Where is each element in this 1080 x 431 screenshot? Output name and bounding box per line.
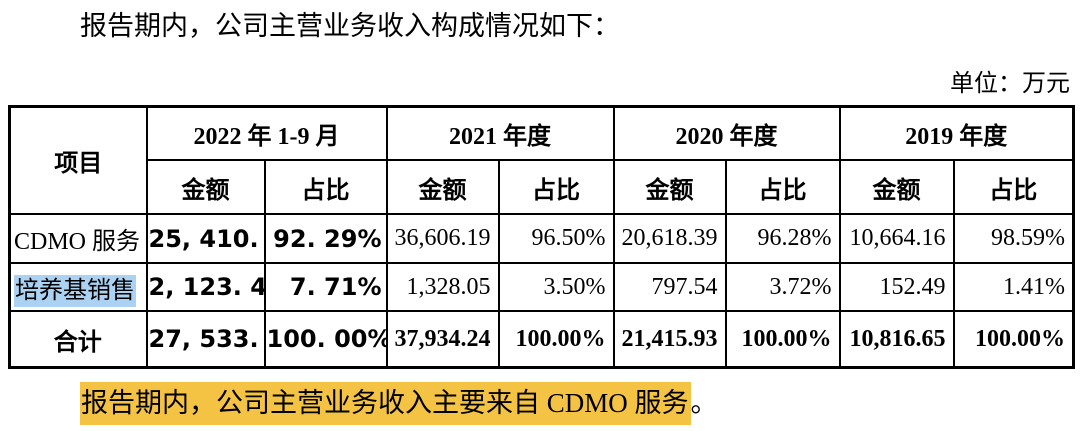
amount-cell: 27, 533. 48	[145, 310, 266, 369]
row-label: 培养基销售	[8, 262, 148, 312]
ratio-cell: 100.00%	[497, 310, 615, 369]
ratio-cell: 96.50%	[497, 213, 615, 264]
table-header-row-periods: 项目 2022 年 1-9 月 2021 年度 2020 年度 2019 年度	[8, 105, 1075, 215]
ratio-cell: 3.50%	[497, 262, 615, 312]
subheader-amount-2022: 金额	[145, 159, 266, 215]
header-period-2020: 2020 年度	[612, 105, 841, 161]
amount-cell: 10,816.65	[838, 310, 955, 369]
table-header-row-measures: 金额 占比 金额 占比 金额 占比 金额 占比	[10, 159, 1075, 215]
amount-cell: 37,934.24	[385, 310, 500, 369]
ratio-cell: 1.41%	[952, 262, 1075, 312]
row-label: 合计	[8, 310, 148, 369]
revenue-composition-table: 项目 2022 年 1-9 月 2021 年度 2020 年度 2019 年度 …	[8, 105, 1075, 369]
subheader-ratio-2022: 占比	[263, 159, 388, 215]
unit-label: 单位：万元	[950, 71, 1070, 97]
yellow-highlighted-text: 报告期内，公司主营业务收入主要来自 CDMO 服务	[80, 382, 691, 425]
ratio-cell: 7. 71%	[263, 262, 388, 312]
table-row-total: 合计 27, 533. 48 100. 00% 37,934.24 100.00…	[8, 310, 1075, 369]
table-row-media-sales: 培养基销售 2, 123. 44 7. 71% 1,328.05 3.50% 7…	[8, 262, 1075, 312]
ratio-cell: 100.00%	[724, 310, 841, 369]
ratio-cell: 92. 29%	[263, 213, 388, 264]
ratio-cell: 96.28%	[724, 213, 841, 264]
amount-cell: 10,664.16	[838, 213, 955, 264]
header-period-2019: 2019 年度	[838, 105, 1075, 161]
header-item-column: 项目	[8, 105, 148, 215]
row-label: CDMO 服务	[8, 213, 148, 264]
amount-cell: 21,415.93	[612, 310, 727, 369]
header-period-2021: 2021 年度	[385, 105, 615, 161]
amount-cell: 25, 410. 04	[145, 213, 266, 264]
amount-cell: 1,328.05	[385, 262, 500, 312]
header-period-2022: 2022 年 1-9 月	[145, 105, 388, 161]
ratio-cell: 3.72%	[724, 262, 841, 312]
amount-cell: 797.54	[612, 262, 727, 312]
subheader-ratio-2019: 占比	[952, 159, 1075, 215]
amount-cell: 152.49	[838, 262, 955, 312]
ratio-cell: 98.59%	[952, 213, 1075, 264]
subheader-amount-2021: 金额	[385, 159, 500, 215]
subheader-ratio-2021: 占比	[497, 159, 615, 215]
ratio-cell: 100. 00%	[263, 310, 388, 369]
ratio-cell: 100.00%	[952, 310, 1075, 369]
table-row-cdmo-services: CDMO 服务 25, 410. 04 92. 29% 36,606.19 96…	[8, 213, 1075, 264]
footnote-suffix: 。	[690, 388, 718, 418]
subheader-amount-2020: 金额	[612, 159, 727, 215]
footnote-paragraph: 报告期内，公司主营业务收入主要来自 CDMO 服务。	[80, 382, 1070, 425]
intro-paragraph: 报告期内，公司主营业务收入构成情况如下：	[80, 11, 620, 41]
amount-cell: 36,606.19	[385, 213, 500, 264]
subheader-amount-2019: 金额	[838, 159, 955, 215]
amount-cell: 2, 123. 44	[145, 262, 266, 312]
blue-highlighted-text: 培养基销售	[14, 274, 136, 307]
subheader-ratio-2020: 占比	[724, 159, 841, 215]
amount-cell: 20,618.39	[612, 213, 727, 264]
